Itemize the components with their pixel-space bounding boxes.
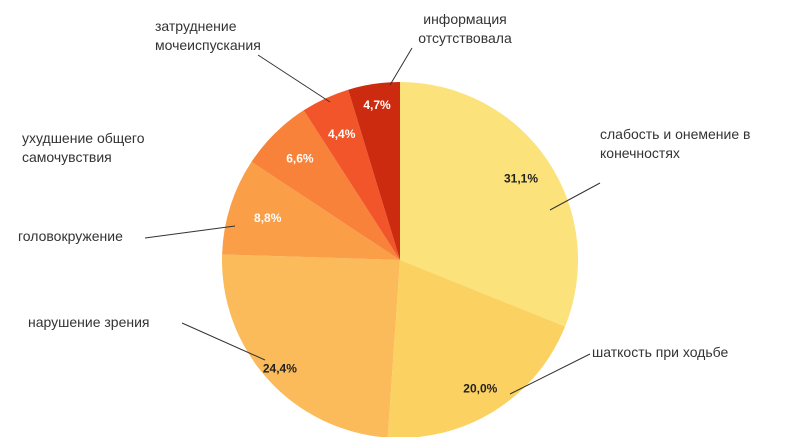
slice-value-label: 20,0%	[463, 381, 497, 395]
leader-line	[389, 47, 413, 86]
leader-line	[181, 322, 266, 361]
slice-category-label: головокружение	[18, 228, 123, 244]
slice-category-label: затруднение мочеиспускания	[155, 18, 261, 53]
pie-slice	[303, 89, 400, 261]
slice-category-label: шаткость при ходьбе	[592, 344, 729, 360]
slice-value-label: 24,4%	[263, 362, 297, 376]
leader-lines	[144, 47, 601, 395]
pie-slice	[400, 82, 579, 327]
pie-slice	[387, 260, 566, 437]
leader-line	[549, 182, 601, 211]
pie-slice	[348, 82, 400, 260]
slice-value-label: 31,1%	[504, 171, 538, 185]
leader-line	[509, 353, 591, 395]
pie-slices	[222, 82, 579, 437]
pie-slice	[222, 161, 400, 260]
slice-value-label: 4,4%	[328, 127, 356, 141]
slice-category-label: информация отсутствовала	[418, 11, 512, 46]
slice-value-label: 8,8%	[254, 211, 282, 225]
slice-category-label: нарушение зрения	[28, 314, 150, 330]
pie-slice	[251, 110, 400, 260]
category-labels: слабость и онемение в конечностях шаткость…	[18, 11, 750, 360]
slice-category-label: ухудшение общего самочувствия	[22, 130, 145, 165]
pie-slice	[222, 254, 400, 437]
slice-category-label: слабость и онемение в конечностях	[600, 126, 750, 161]
slice-value-label: 4,7%	[363, 98, 391, 112]
slice-value-label: 6,6%	[286, 152, 314, 166]
leader-line	[257, 54, 331, 103]
value-labels: 31,1% 20,0% 24,4% 8,8% 6,6% 4,4% 4,7%	[254, 98, 538, 395]
leader-line	[144, 225, 236, 239]
